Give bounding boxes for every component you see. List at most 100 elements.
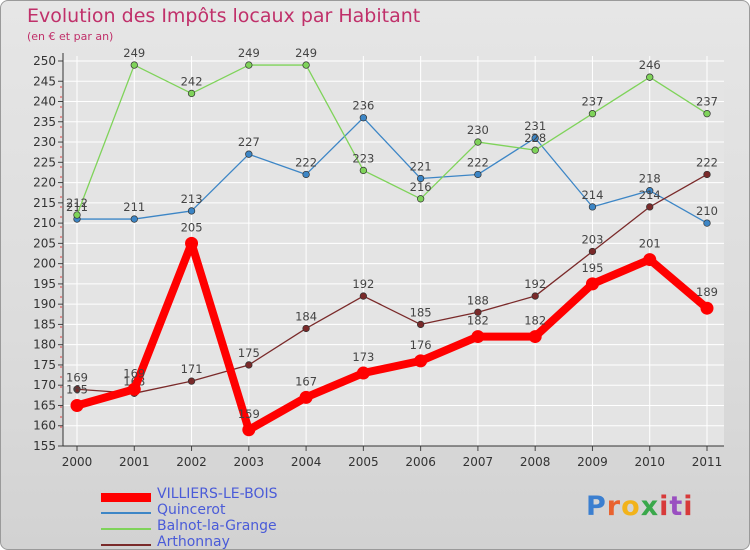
data-label: 223: [352, 151, 374, 165]
y-tick-label: 170: [33, 378, 56, 392]
data-point: [187, 89, 196, 98]
data-point: [130, 215, 138, 223]
y-tick-label: 160: [33, 419, 56, 433]
data-label: 236: [352, 99, 374, 113]
data-point: [73, 211, 81, 219]
x-tick-label: 2008: [520, 455, 551, 469]
data-point: [703, 110, 711, 118]
data-label: 222: [467, 155, 489, 169]
y-tick-label: 180: [33, 338, 56, 352]
data-label: 169: [66, 370, 88, 384]
data-label: 205: [181, 220, 203, 234]
data-point: [70, 398, 84, 412]
chart-subtitle: (en € et par an): [27, 30, 114, 43]
data-point: [359, 166, 368, 175]
x-tick-label: 2006: [405, 455, 436, 469]
legend-label: VILLIERS-LE-BOIS: [157, 486, 278, 502]
data-label: 228: [524, 131, 546, 145]
data-label: 212: [66, 196, 88, 210]
data-label: 169: [123, 366, 145, 380]
y-tick-label: 195: [33, 277, 56, 291]
legend-swatch: [101, 528, 151, 530]
data-label: 188: [467, 293, 489, 307]
y-tick-label: 240: [33, 95, 56, 109]
x-tick-label: 2007: [463, 455, 494, 469]
data-label: 214: [639, 188, 661, 202]
data-point: [127, 382, 141, 396]
y-tick-label: 190: [33, 297, 56, 311]
data-label: 159: [238, 407, 260, 421]
data-point: [302, 170, 310, 179]
data-label: 214: [581, 188, 603, 202]
data-point: [185, 236, 199, 250]
data-label: 211: [123, 200, 145, 214]
data-label: 192: [352, 277, 374, 291]
data-label: 222: [295, 155, 317, 169]
data-point: [585, 277, 599, 291]
chart-title: Evolution des Impôts locaux par Habitant: [27, 5, 421, 27]
series-line-2: [76, 64, 708, 216]
data-point: [299, 390, 313, 404]
data-point: [588, 110, 597, 118]
data-point: [73, 385, 81, 393]
y-tick-label: 220: [33, 176, 56, 190]
legend-swatch: [101, 512, 151, 514]
data-point: [302, 61, 310, 69]
data-point: [242, 423, 256, 437]
data-label: 192: [524, 277, 546, 291]
data-label: 182: [524, 314, 546, 328]
data-point: [703, 219, 711, 227]
legend-swatch: [101, 544, 151, 546]
data-point: [416, 195, 425, 203]
data-point: [643, 253, 657, 267]
data-label: 249: [295, 46, 317, 60]
plot-area: [63, 56, 724, 446]
x-tick-label: 2004: [291, 455, 322, 469]
data-point: [528, 330, 542, 344]
data-point: [245, 150, 253, 158]
y-tick-label: 155: [33, 439, 56, 453]
data-label: 249: [238, 46, 260, 60]
legend-label: Arthonnay: [157, 534, 230, 550]
y-tick-label: 165: [33, 398, 56, 412]
series-line-0: [75, 239, 710, 434]
data-point: [359, 292, 368, 300]
data-point: [130, 61, 138, 69]
data-label: 184: [295, 309, 317, 323]
data-label: 167: [295, 374, 317, 388]
data-point: [245, 61, 253, 69]
data-point: [416, 174, 425, 183]
data-label: 185: [410, 305, 432, 319]
y-tick-label: 230: [33, 135, 56, 149]
data-label: 230: [467, 123, 489, 137]
data-label: 242: [181, 74, 203, 88]
data-label: 176: [410, 338, 432, 352]
data-label: 231: [524, 119, 546, 133]
data-label: 249: [123, 46, 145, 60]
data-point: [187, 207, 196, 215]
data-label: 195: [581, 261, 603, 275]
data-label: 171: [181, 362, 203, 376]
data-point: [359, 114, 368, 122]
data-label: 175: [238, 346, 260, 360]
data-label: 203: [581, 232, 603, 246]
data-point: [187, 377, 196, 385]
x-tick-label: 2005: [348, 455, 379, 469]
data-point: [416, 320, 425, 329]
x-tick-label: 2011: [692, 455, 723, 469]
data-point: [588, 203, 597, 211]
data-point: [474, 138, 482, 146]
y-tick-label: 235: [33, 115, 56, 129]
data-point: [474, 170, 482, 179]
data-point: [703, 170, 711, 179]
data-point: [414, 354, 428, 368]
data-label: 237: [581, 95, 603, 109]
y-tick-label: 245: [33, 74, 56, 88]
data-label: 237: [696, 95, 718, 109]
x-tick-label: 2001: [119, 455, 150, 469]
data-label: 182: [467, 314, 489, 328]
data-point: [474, 308, 482, 316]
y-tick-label: 200: [33, 257, 56, 271]
data-label: 165: [66, 382, 88, 396]
